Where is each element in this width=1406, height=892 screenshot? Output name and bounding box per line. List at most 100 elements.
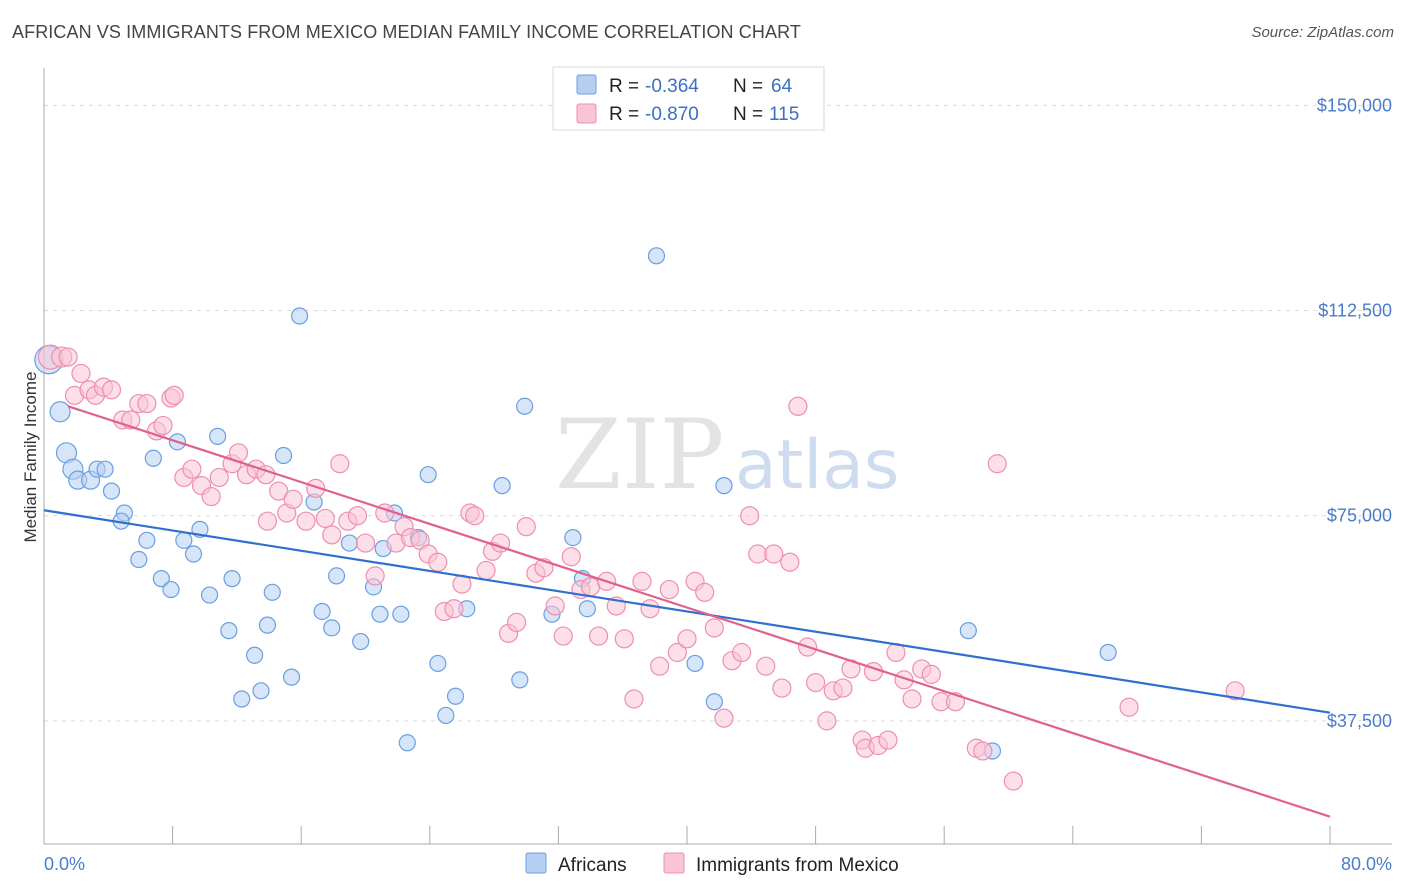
trend-line-africans bbox=[43, 509, 1331, 714]
point-mexico bbox=[209, 467, 229, 488]
point-africans bbox=[152, 570, 170, 588]
y-tick-label: $112,500 bbox=[1318, 301, 1392, 321]
point-africans bbox=[647, 247, 666, 265]
axes bbox=[43, 68, 1392, 845]
point-mexico bbox=[580, 577, 601, 597]
point-mexico bbox=[714, 708, 734, 728]
point-mexico bbox=[257, 511, 278, 531]
point-africans bbox=[290, 307, 309, 325]
point-africans bbox=[1099, 643, 1117, 662]
point-africans bbox=[209, 427, 227, 445]
bottom-legend-swatch-mexico bbox=[663, 852, 685, 874]
point-mexico bbox=[614, 629, 634, 649]
point-mexico bbox=[330, 454, 350, 474]
point-mexico bbox=[921, 664, 941, 684]
watermark-atlas: atlas bbox=[735, 426, 899, 505]
y-tick-labels: $37,500 $75,000 $112,500 $150,000 bbox=[1317, 95, 1392, 731]
point-mexico bbox=[878, 730, 898, 750]
point-mexico bbox=[1003, 771, 1023, 791]
point-africans bbox=[392, 605, 410, 623]
point-mexico bbox=[667, 642, 687, 663]
point-mexico bbox=[756, 656, 776, 676]
legend-n-value: 64 bbox=[771, 76, 793, 97]
point-africans bbox=[705, 693, 723, 711]
point-africans bbox=[102, 482, 121, 500]
point-mexico bbox=[973, 741, 993, 761]
point-africans bbox=[184, 545, 203, 563]
point-mexico bbox=[355, 533, 376, 553]
point-africans bbox=[162, 580, 180, 599]
point-africans bbox=[323, 619, 341, 637]
point-mexico bbox=[788, 396, 808, 416]
point-africans bbox=[200, 586, 219, 604]
point-mexico bbox=[347, 506, 368, 526]
point-mexico bbox=[833, 678, 853, 698]
point-mexico bbox=[545, 596, 565, 616]
point-mexico bbox=[365, 566, 385, 586]
point-mexico bbox=[624, 689, 644, 709]
point-mexico bbox=[153, 415, 173, 436]
y-axis-label: Median Family Income bbox=[21, 371, 40, 542]
point-mexico bbox=[322, 525, 342, 545]
point-africans bbox=[175, 531, 193, 549]
point-africans bbox=[437, 706, 455, 725]
point-mexico bbox=[650, 656, 670, 676]
point-mexico bbox=[269, 481, 289, 501]
point-mexico bbox=[553, 626, 573, 646]
point-africans bbox=[446, 687, 465, 705]
watermark-zip: ZIP bbox=[555, 399, 724, 511]
point-africans bbox=[274, 446, 293, 465]
point-mexico bbox=[283, 489, 303, 509]
point-mexico bbox=[588, 626, 609, 646]
point-africans bbox=[233, 690, 251, 708]
scatter-points bbox=[34, 247, 1245, 791]
point-africans bbox=[263, 583, 281, 601]
point-mexico bbox=[315, 508, 335, 529]
point-africans bbox=[220, 622, 238, 640]
point-mexico bbox=[137, 393, 157, 414]
bottom-legend-africans: Africans bbox=[558, 855, 627, 876]
point-africans bbox=[340, 534, 359, 552]
point-mexico bbox=[748, 544, 768, 564]
point-africans bbox=[96, 460, 114, 478]
point-mexico bbox=[902, 689, 922, 709]
legend-r-label: R = bbox=[609, 104, 639, 125]
point-mexico bbox=[182, 459, 202, 479]
point-mexico bbox=[306, 478, 326, 498]
legend-n-value: 115 bbox=[769, 104, 799, 125]
point-africans bbox=[258, 616, 277, 634]
point-mexico bbox=[817, 711, 837, 731]
point-africans bbox=[959, 622, 977, 640]
point-africans bbox=[223, 570, 241, 588]
point-mexico bbox=[1225, 681, 1245, 701]
y-tick-label: $150,000 bbox=[1317, 95, 1392, 115]
x-tick-label-start: 0.0% bbox=[44, 854, 85, 874]
point-africans bbox=[398, 734, 416, 752]
point-mexico bbox=[704, 618, 724, 638]
point-mexico bbox=[659, 579, 679, 600]
point-africans bbox=[516, 397, 534, 415]
point-africans bbox=[564, 528, 582, 547]
point-africans bbox=[282, 668, 301, 686]
point-mexico bbox=[516, 517, 536, 537]
trend-line-mexico bbox=[67, 405, 1331, 818]
point-mexico bbox=[71, 363, 91, 384]
point-mexico bbox=[201, 486, 221, 507]
point-africans bbox=[352, 632, 370, 651]
point-africans bbox=[493, 477, 511, 495]
point-africans bbox=[49, 401, 71, 423]
legend-r-value: -0.364 bbox=[645, 76, 699, 97]
point-mexico bbox=[772, 678, 792, 698]
point-mexico bbox=[296, 511, 316, 531]
point-africans bbox=[371, 605, 389, 623]
bottom-legend: Africans Immigrants from Mexico bbox=[525, 852, 899, 876]
point-mexico bbox=[444, 599, 464, 619]
point-africans bbox=[578, 600, 596, 618]
point-mexico bbox=[58, 347, 78, 367]
point-africans bbox=[144, 449, 162, 467]
legend-r-value: -0.870 bbox=[645, 104, 699, 125]
point-mexico bbox=[101, 380, 122, 400]
trend-lines bbox=[43, 405, 1331, 818]
bottom-legend-swatch-africans bbox=[525, 852, 547, 874]
